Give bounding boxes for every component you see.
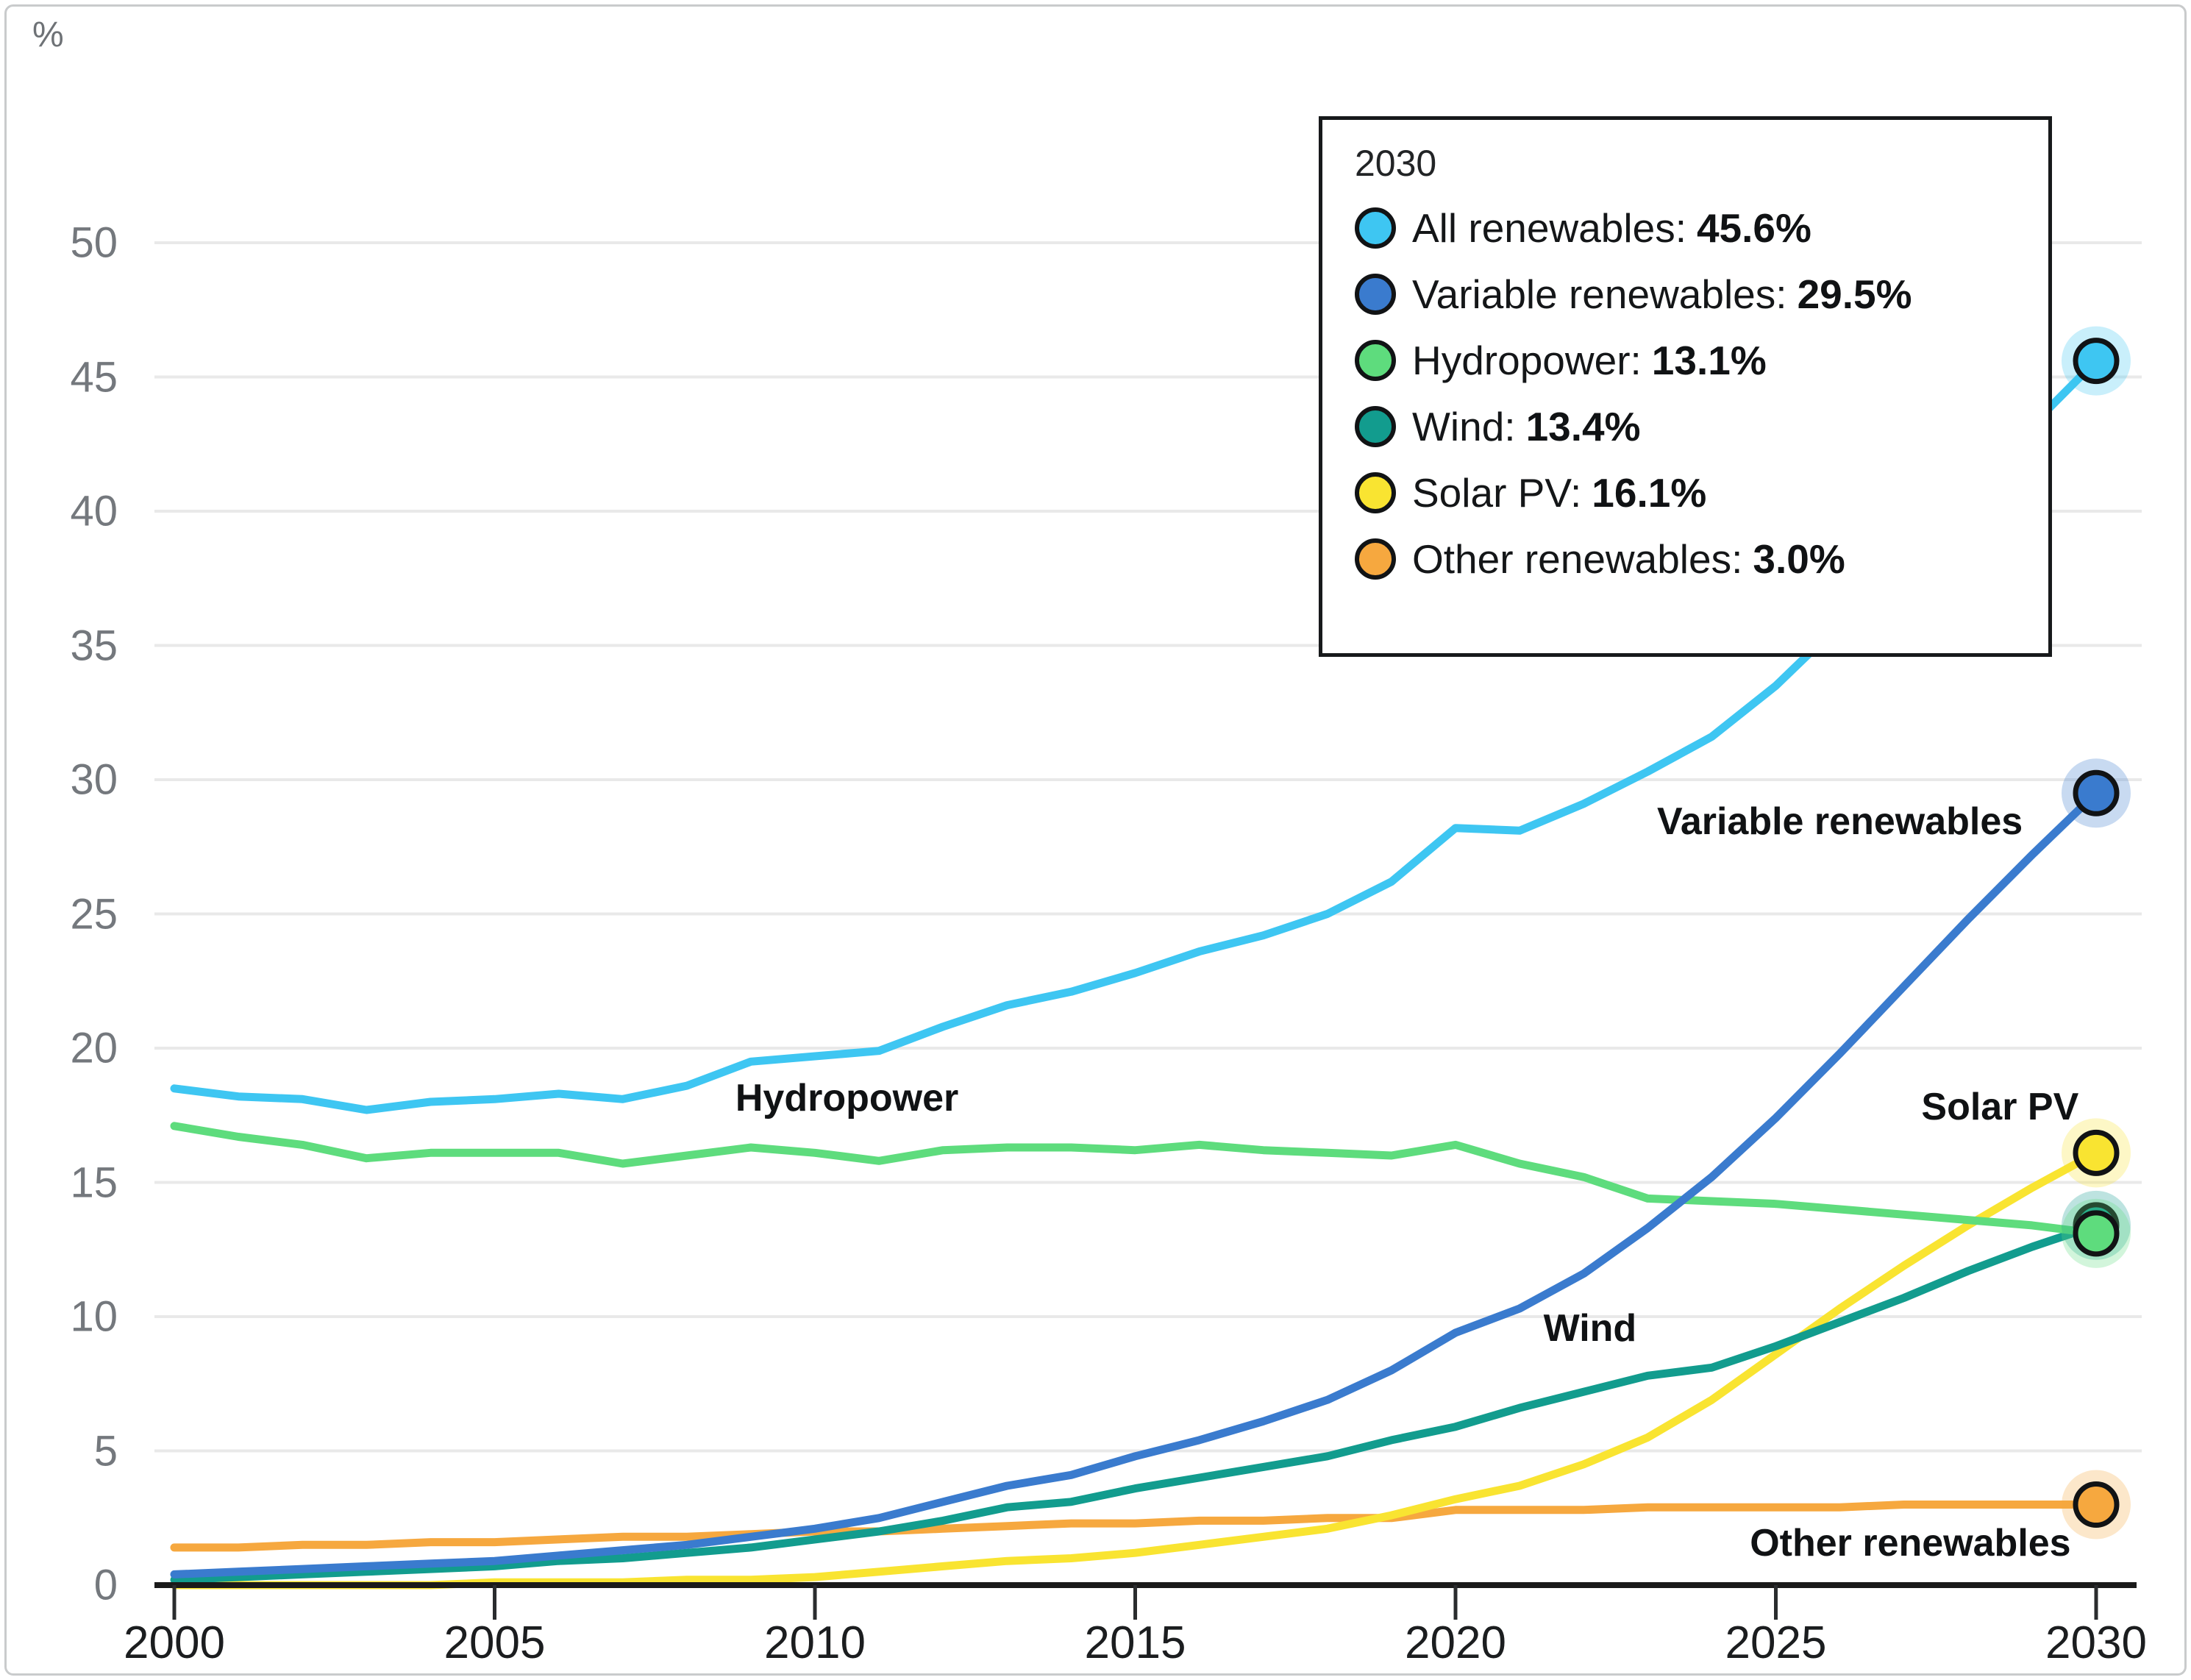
tooltip-title: 2030	[1355, 143, 1437, 184]
all-renewables-marker-icon	[1355, 207, 1396, 249]
legend-label: Other renewables:	[1412, 536, 1743, 582]
legend-value: 45.6%	[1696, 205, 1811, 251]
series-line-all-renewables[interactable]	[170, 357, 2101, 1114]
y-tick-label-40: 40	[70, 487, 118, 535]
x-axis	[154, 1582, 2137, 1620]
x-tick-label-2020: 2020	[1405, 1617, 1506, 1668]
variable-renewables-marker-icon	[1355, 274, 1396, 315]
legend-item-variable-renewables: Variable renewables: 29.5%	[1355, 261, 2016, 327]
y-tick-label-45: 45	[70, 353, 118, 401]
x-tick-label-2000: 2000	[124, 1617, 225, 1668]
y-tick-label-30: 30	[70, 755, 118, 804]
legend-item-hydropower: Hydropower: 13.1%	[1355, 327, 2016, 394]
legend-value: 13.1%	[1651, 338, 1767, 383]
series-line-wind[interactable]	[170, 1221, 2101, 1584]
y-tick-label-20: 20	[70, 1024, 118, 1072]
x-tick-label-2005: 2005	[443, 1617, 546, 1668]
series-line-other-renewables[interactable]	[170, 1501, 2101, 1552]
y-tick-label-15: 15	[70, 1158, 118, 1206]
legend-item-other-renewables: Other renewables: 3.0%	[1355, 526, 2016, 592]
legend-value: 16.1%	[1592, 470, 1707, 516]
legend-label: All renewables:	[1412, 205, 1686, 251]
legend-label: Solar PV:	[1412, 470, 1582, 516]
endpoint-marker-variable-renewables[interactable]	[2073, 769, 2120, 816]
y-axis-unit-label: %	[32, 15, 64, 54]
endpoint-marker-all-renewables[interactable]	[2073, 338, 2120, 385]
other-renewables-marker-icon	[1355, 538, 1396, 580]
legend-label: Wind:	[1412, 404, 1516, 449]
y-tick-label-10: 10	[70, 1292, 118, 1341]
annotation-solar-pv: Solar PV	[1921, 1086, 2079, 1129]
x-tick-label-2015: 2015	[1084, 1617, 1186, 1668]
x-tick-label-2025: 2025	[1725, 1617, 1827, 1668]
y-tick-label-50: 50	[70, 218, 118, 267]
solar-pv-marker-icon	[1355, 472, 1396, 513]
legend-value: 29.5%	[1797, 271, 1912, 317]
series-line-variable-renewables[interactable]	[170, 789, 2101, 1578]
tooltip-2030-box: 2030 All renewables: 45.6% Variable rene…	[1319, 116, 2052, 657]
legend-value: 3.0%	[1753, 536, 1845, 582]
legend-value: 13.4%	[1525, 404, 1641, 449]
endpoint-marker-solar-pv[interactable]	[2073, 1129, 2120, 1176]
hydropower-marker-icon	[1355, 340, 1396, 381]
x-tick-label-2030: 2030	[2045, 1617, 2147, 1668]
y-tick-label-0: 0	[93, 1561, 118, 1609]
legend-label: Variable renewables:	[1412, 271, 1787, 317]
endpoint-marker-hydropower[interactable]	[2073, 1210, 2120, 1257]
endpoint-markers	[2062, 326, 2131, 1540]
legend-label: Hydropower:	[1412, 338, 1642, 383]
y-tick-label-35: 35	[70, 622, 118, 669]
annotation-hydropower: Hydropower	[735, 1076, 959, 1120]
y-tick-label-25: 25	[70, 890, 118, 938]
x-tick-label-2010: 2010	[764, 1617, 866, 1668]
endpoint-marker-other-renewables[interactable]	[2073, 1481, 2120, 1528]
annotation-variable-renewables: Variable renewables	[1657, 800, 2023, 843]
legend-item-wind: Wind: 13.4%	[1355, 394, 2016, 460]
legend-item-solar-pv: Solar PV: 16.1%	[1355, 460, 2016, 526]
legend-item-all-renewables: All renewables: 45.6%	[1355, 195, 2016, 261]
series-line-hydropower[interactable]	[170, 1122, 2101, 1238]
wind-marker-icon	[1355, 406, 1396, 447]
annotation-other-renewables: Other renewables	[1750, 1522, 2071, 1565]
annotation-wind: Wind	[1543, 1307, 1637, 1350]
y-tick-label-5: 5	[93, 1427, 118, 1475]
